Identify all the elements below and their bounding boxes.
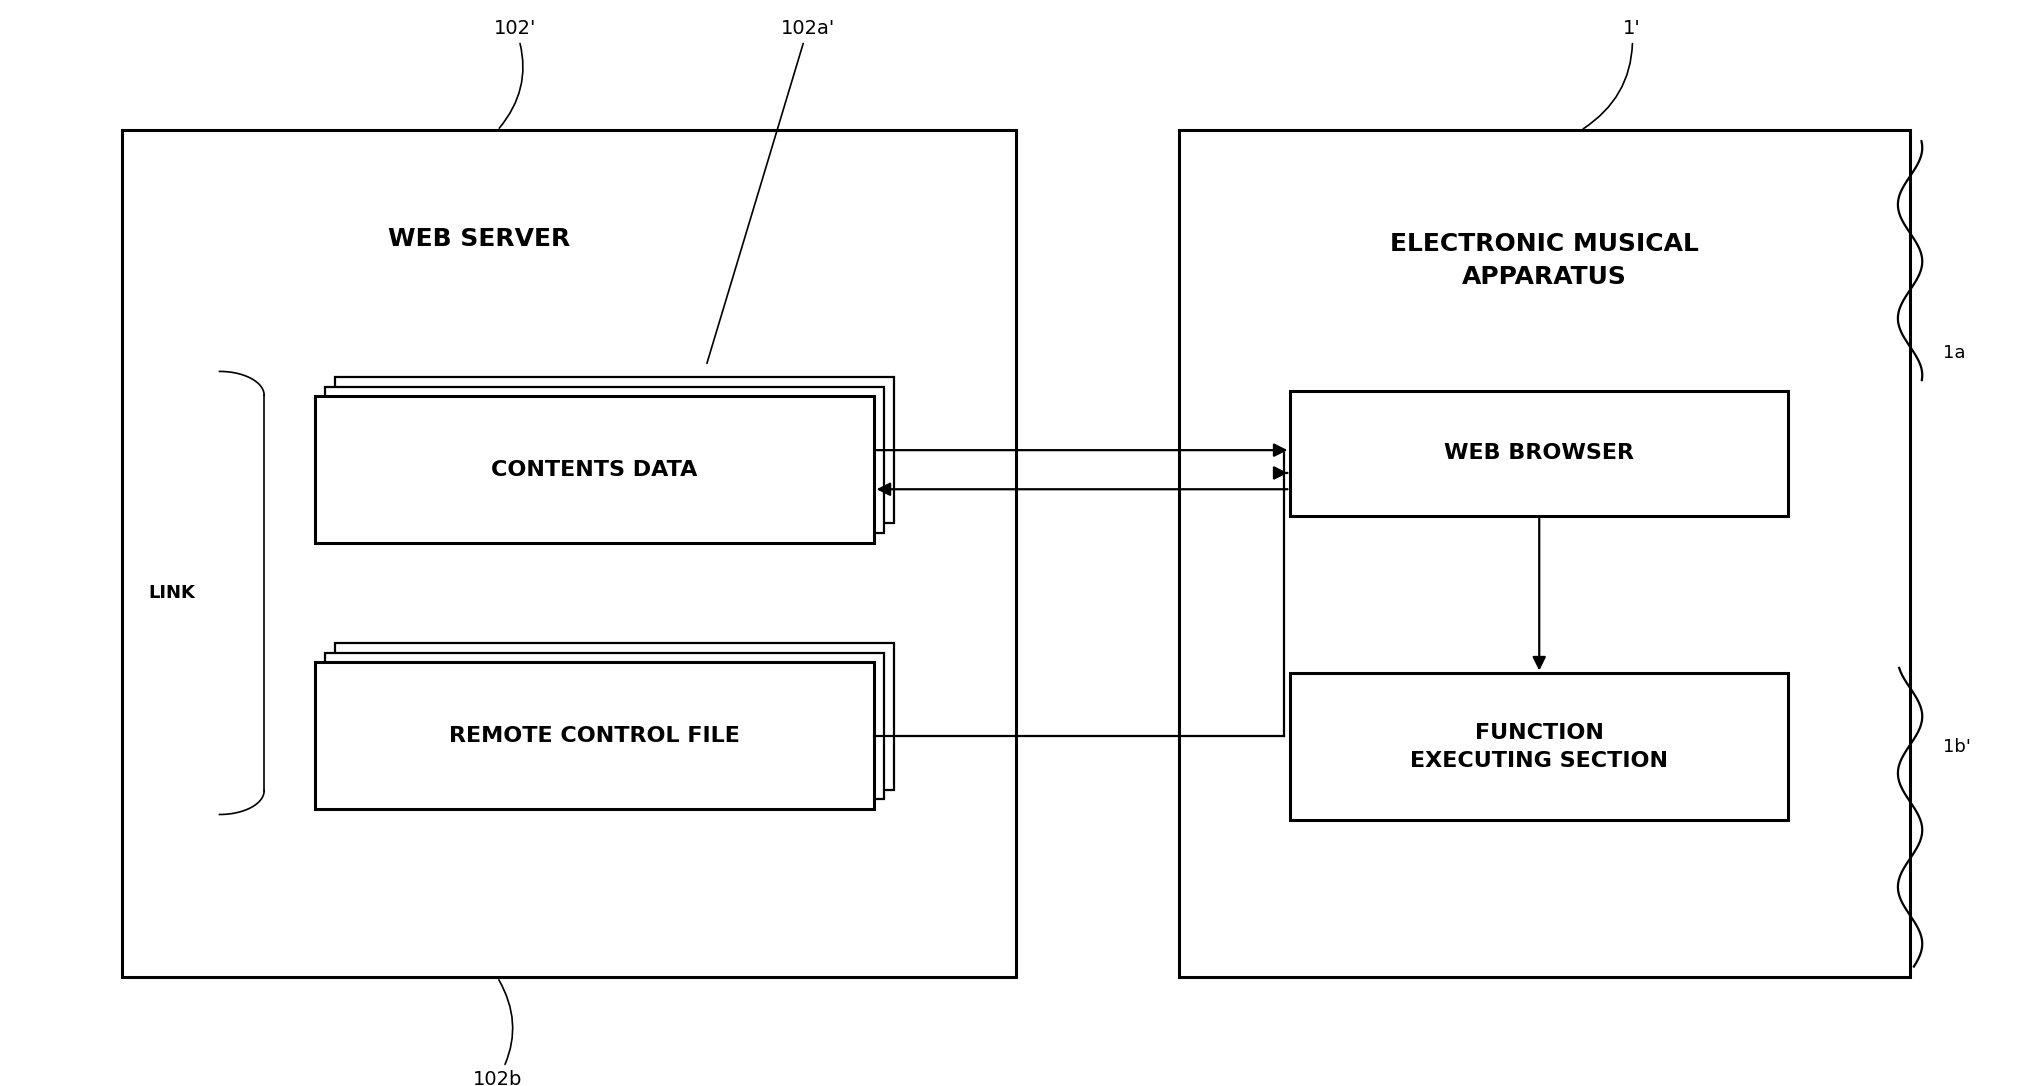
Text: LINK: LINK — [148, 584, 195, 602]
Text: ELECTRONIC MUSICAL
APPARATUS: ELECTRONIC MUSICAL APPARATUS — [1390, 232, 1699, 289]
Text: 102': 102' — [494, 20, 536, 128]
Text: 102a': 102a' — [707, 20, 835, 364]
Bar — [1179, 130, 1910, 977]
Bar — [315, 396, 874, 543]
Text: 1b': 1b' — [1943, 737, 1971, 756]
Bar — [325, 653, 884, 799]
Bar — [335, 643, 894, 790]
Bar — [1290, 391, 1788, 516]
Bar — [122, 130, 1016, 977]
Text: 102b: 102b — [473, 980, 522, 1086]
Text: 1': 1' — [1583, 20, 1642, 129]
Text: REMOTE CONTROL FILE: REMOTE CONTROL FILE — [449, 725, 740, 746]
Text: WEB BROWSER: WEB BROWSER — [1445, 443, 1634, 464]
Bar — [315, 662, 874, 809]
Text: 1a: 1a — [1943, 344, 1965, 362]
Text: WEB SERVER: WEB SERVER — [388, 227, 571, 251]
Text: FUNCTION
EXECUTING SECTION: FUNCTION EXECUTING SECTION — [1410, 722, 1668, 771]
Bar — [325, 387, 884, 533]
Bar — [335, 377, 894, 523]
Text: CONTENTS DATA: CONTENTS DATA — [492, 459, 697, 480]
Bar — [1290, 673, 1788, 820]
